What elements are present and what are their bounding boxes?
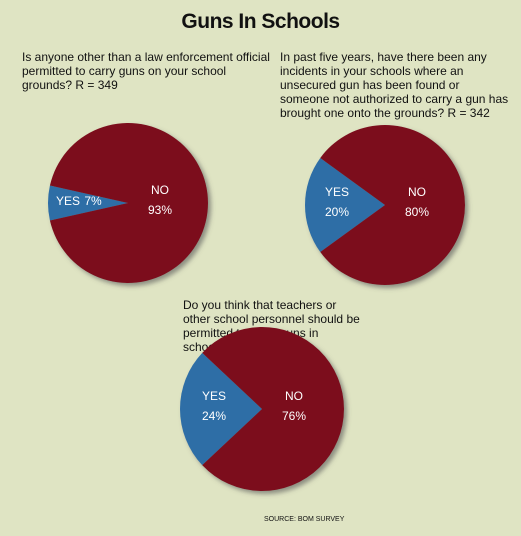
category-label: NO xyxy=(408,185,426,199)
category-label: YES xyxy=(202,389,226,403)
pie xyxy=(180,326,344,491)
page-title: Guns In Schools xyxy=(181,10,340,33)
category-label: NO xyxy=(285,389,303,403)
pie xyxy=(47,122,208,283)
pie-slice xyxy=(320,125,465,285)
value-label: 80% xyxy=(405,205,429,219)
value-label: 7% xyxy=(84,194,102,208)
value-label: 20% xyxy=(325,205,349,219)
category-label: NO xyxy=(151,183,169,197)
source-note: SOURCE: BOM SURVEY xyxy=(264,516,345,523)
value-label: 24% xyxy=(202,409,226,423)
pie-slice xyxy=(49,122,208,283)
category-label: YES xyxy=(56,194,80,208)
pie xyxy=(304,125,465,285)
value-label: 93% xyxy=(148,203,172,217)
value-label: 76% xyxy=(282,409,306,423)
pie-slice xyxy=(304,157,385,253)
pie-slice xyxy=(47,185,128,221)
question: Is anyone other than a law enforcement o… xyxy=(22,50,270,92)
pie-slice xyxy=(180,352,262,466)
pie-slice xyxy=(202,326,344,491)
question: In past five years, have there been any … xyxy=(280,50,509,120)
category-label: YES xyxy=(325,185,349,199)
